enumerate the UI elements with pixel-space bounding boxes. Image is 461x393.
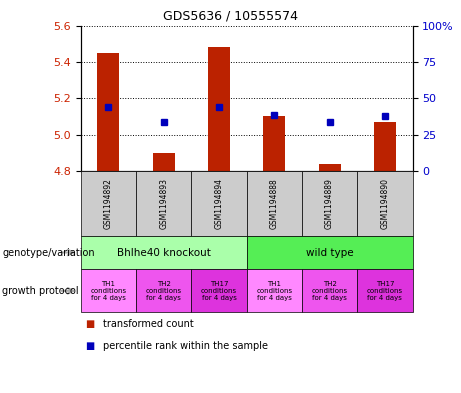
Bar [263, 116, 285, 171]
Bar [97, 53, 119, 171]
Bar [374, 122, 396, 171]
Text: transformed count: transformed count [103, 319, 194, 329]
Text: genotype/variation: genotype/variation [2, 248, 95, 257]
Text: GSM1194892: GSM1194892 [104, 178, 113, 229]
Text: TH17
conditions
for 4 days: TH17 conditions for 4 days [201, 281, 237, 301]
Text: ■: ■ [85, 341, 95, 351]
Bar [319, 164, 341, 171]
Text: GSM1194893: GSM1194893 [159, 178, 168, 229]
Text: GSM1194894: GSM1194894 [214, 178, 224, 229]
Text: TH2
conditions
for 4 days: TH2 conditions for 4 days [312, 281, 348, 301]
Text: Bhlhe40 knockout: Bhlhe40 knockout [117, 248, 211, 257]
Text: GSM1194890: GSM1194890 [380, 178, 390, 229]
Text: TH2
conditions
for 4 days: TH2 conditions for 4 days [146, 281, 182, 301]
Text: GDS5636 / 10555574: GDS5636 / 10555574 [163, 10, 298, 23]
Text: growth protocol: growth protocol [2, 286, 79, 296]
Text: TH1
conditions
for 4 days: TH1 conditions for 4 days [90, 281, 126, 301]
Text: wild type: wild type [306, 248, 354, 257]
Bar [153, 153, 175, 171]
Text: TH17
conditions
for 4 days: TH17 conditions for 4 days [367, 281, 403, 301]
Text: TH1
conditions
for 4 days: TH1 conditions for 4 days [256, 281, 292, 301]
Text: GSM1194889: GSM1194889 [325, 178, 334, 229]
Text: ■: ■ [85, 319, 95, 329]
Bar [208, 47, 230, 171]
Text: GSM1194888: GSM1194888 [270, 178, 279, 229]
Text: percentile rank within the sample: percentile rank within the sample [103, 341, 268, 351]
